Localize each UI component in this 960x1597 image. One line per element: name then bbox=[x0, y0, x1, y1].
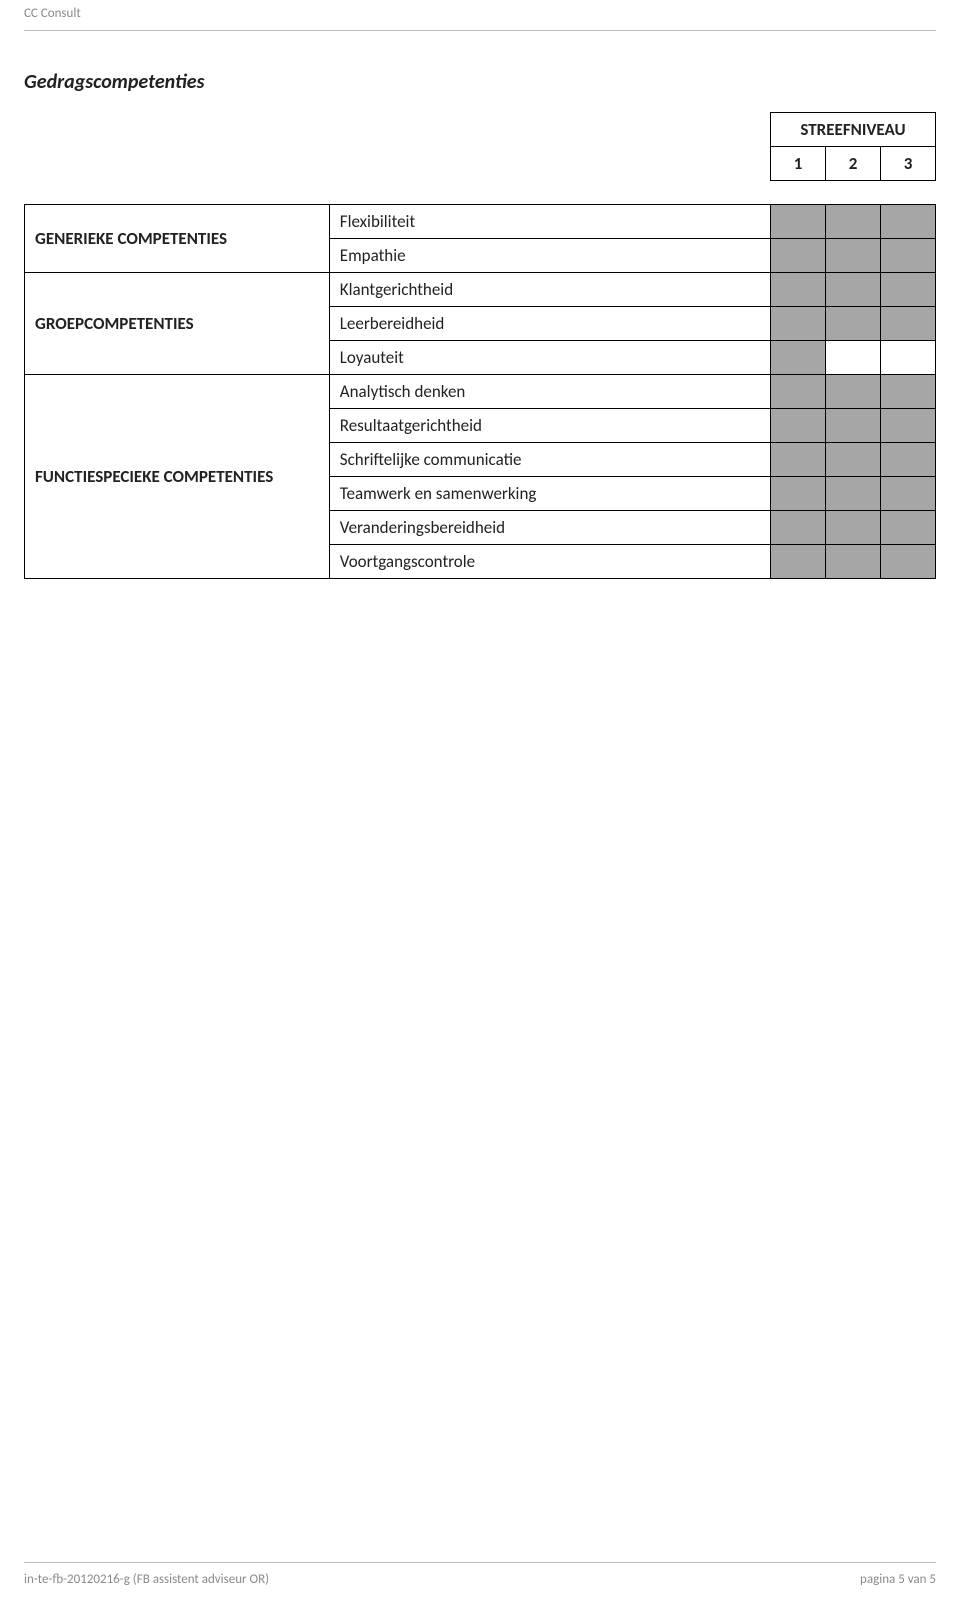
level-cell bbox=[771, 307, 826, 341]
level-cell bbox=[826, 375, 881, 409]
level-cell bbox=[881, 545, 936, 579]
competence-cell: Analytisch denken bbox=[329, 375, 771, 409]
level-cell bbox=[881, 341, 936, 375]
level-cell bbox=[881, 375, 936, 409]
level-col-1: 1 bbox=[771, 147, 826, 181]
level-col-3: 3 bbox=[881, 147, 936, 181]
competence-cell: Klantgerichtheid bbox=[329, 273, 771, 307]
competence-cell: Leerbereidheid bbox=[329, 307, 771, 341]
competence-cell: Schriftelijke communicatie bbox=[329, 443, 771, 477]
level-cell bbox=[826, 511, 881, 545]
table-row: GROEPCOMPETENTIESKlantgerichtheid bbox=[25, 273, 936, 307]
category-cell: GROEPCOMPETENTIES bbox=[25, 273, 330, 375]
level-cell bbox=[771, 375, 826, 409]
table-row: FUNCTIESPECIEKE COMPETENTIESAnalytisch d… bbox=[25, 375, 936, 409]
level-cell bbox=[881, 307, 936, 341]
level-cell bbox=[881, 477, 936, 511]
streefniveau-label: STREEFNIVEAU bbox=[771, 113, 936, 147]
category-cell: FUNCTIESPECIEKE COMPETENTIES bbox=[25, 375, 330, 579]
competence-cell: Empathie bbox=[329, 239, 771, 273]
section-title: Gedragscompetenties bbox=[24, 70, 204, 94]
level-col-2: 2 bbox=[826, 147, 881, 181]
footer-rule bbox=[24, 1562, 936, 1563]
level-cell bbox=[826, 443, 881, 477]
level-cell bbox=[771, 443, 826, 477]
level-cell bbox=[771, 409, 826, 443]
level-cell bbox=[771, 511, 826, 545]
competence-cell: Voortgangscontrole bbox=[329, 545, 771, 579]
footer-right: pagina 5 van 5 bbox=[860, 1572, 936, 1587]
competence-table: GENERIEKE COMPETENTIESFlexibiliteitEmpat… bbox=[24, 204, 936, 579]
footer-left: in-te-fb-20120216-g (FB assistent advise… bbox=[24, 1572, 269, 1587]
level-cell bbox=[881, 511, 936, 545]
level-cell bbox=[881, 443, 936, 477]
level-cell bbox=[881, 273, 936, 307]
level-cell bbox=[826, 273, 881, 307]
level-cell bbox=[826, 205, 881, 239]
header-org: CC Consult bbox=[24, 6, 81, 21]
level-cell bbox=[771, 341, 826, 375]
level-cell bbox=[826, 307, 881, 341]
competence-cell: Resultaatgerichtheid bbox=[329, 409, 771, 443]
level-cell bbox=[826, 239, 881, 273]
competence-cell: Teamwerk en samenwerking bbox=[329, 477, 771, 511]
competence-cell: Veranderingsbereidheid bbox=[329, 511, 771, 545]
level-cell bbox=[771, 477, 826, 511]
table-row: GENERIEKE COMPETENTIESFlexibiliteit bbox=[25, 205, 936, 239]
streefniveau-header: STREEFNIVEAU 1 2 3 bbox=[770, 112, 936, 181]
level-cell bbox=[771, 273, 826, 307]
level-cell bbox=[881, 409, 936, 443]
level-cell bbox=[771, 205, 826, 239]
level-cell bbox=[826, 409, 881, 443]
header-rule bbox=[24, 30, 936, 31]
level-cell bbox=[881, 205, 936, 239]
level-cell bbox=[826, 545, 881, 579]
competence-cell: Loyauteit bbox=[329, 341, 771, 375]
level-cell bbox=[826, 341, 881, 375]
level-cell bbox=[826, 477, 881, 511]
level-cell bbox=[881, 239, 936, 273]
level-cell bbox=[771, 239, 826, 273]
level-cell bbox=[771, 545, 826, 579]
category-cell: GENERIEKE COMPETENTIES bbox=[25, 205, 330, 273]
competence-cell: Flexibiliteit bbox=[329, 205, 771, 239]
